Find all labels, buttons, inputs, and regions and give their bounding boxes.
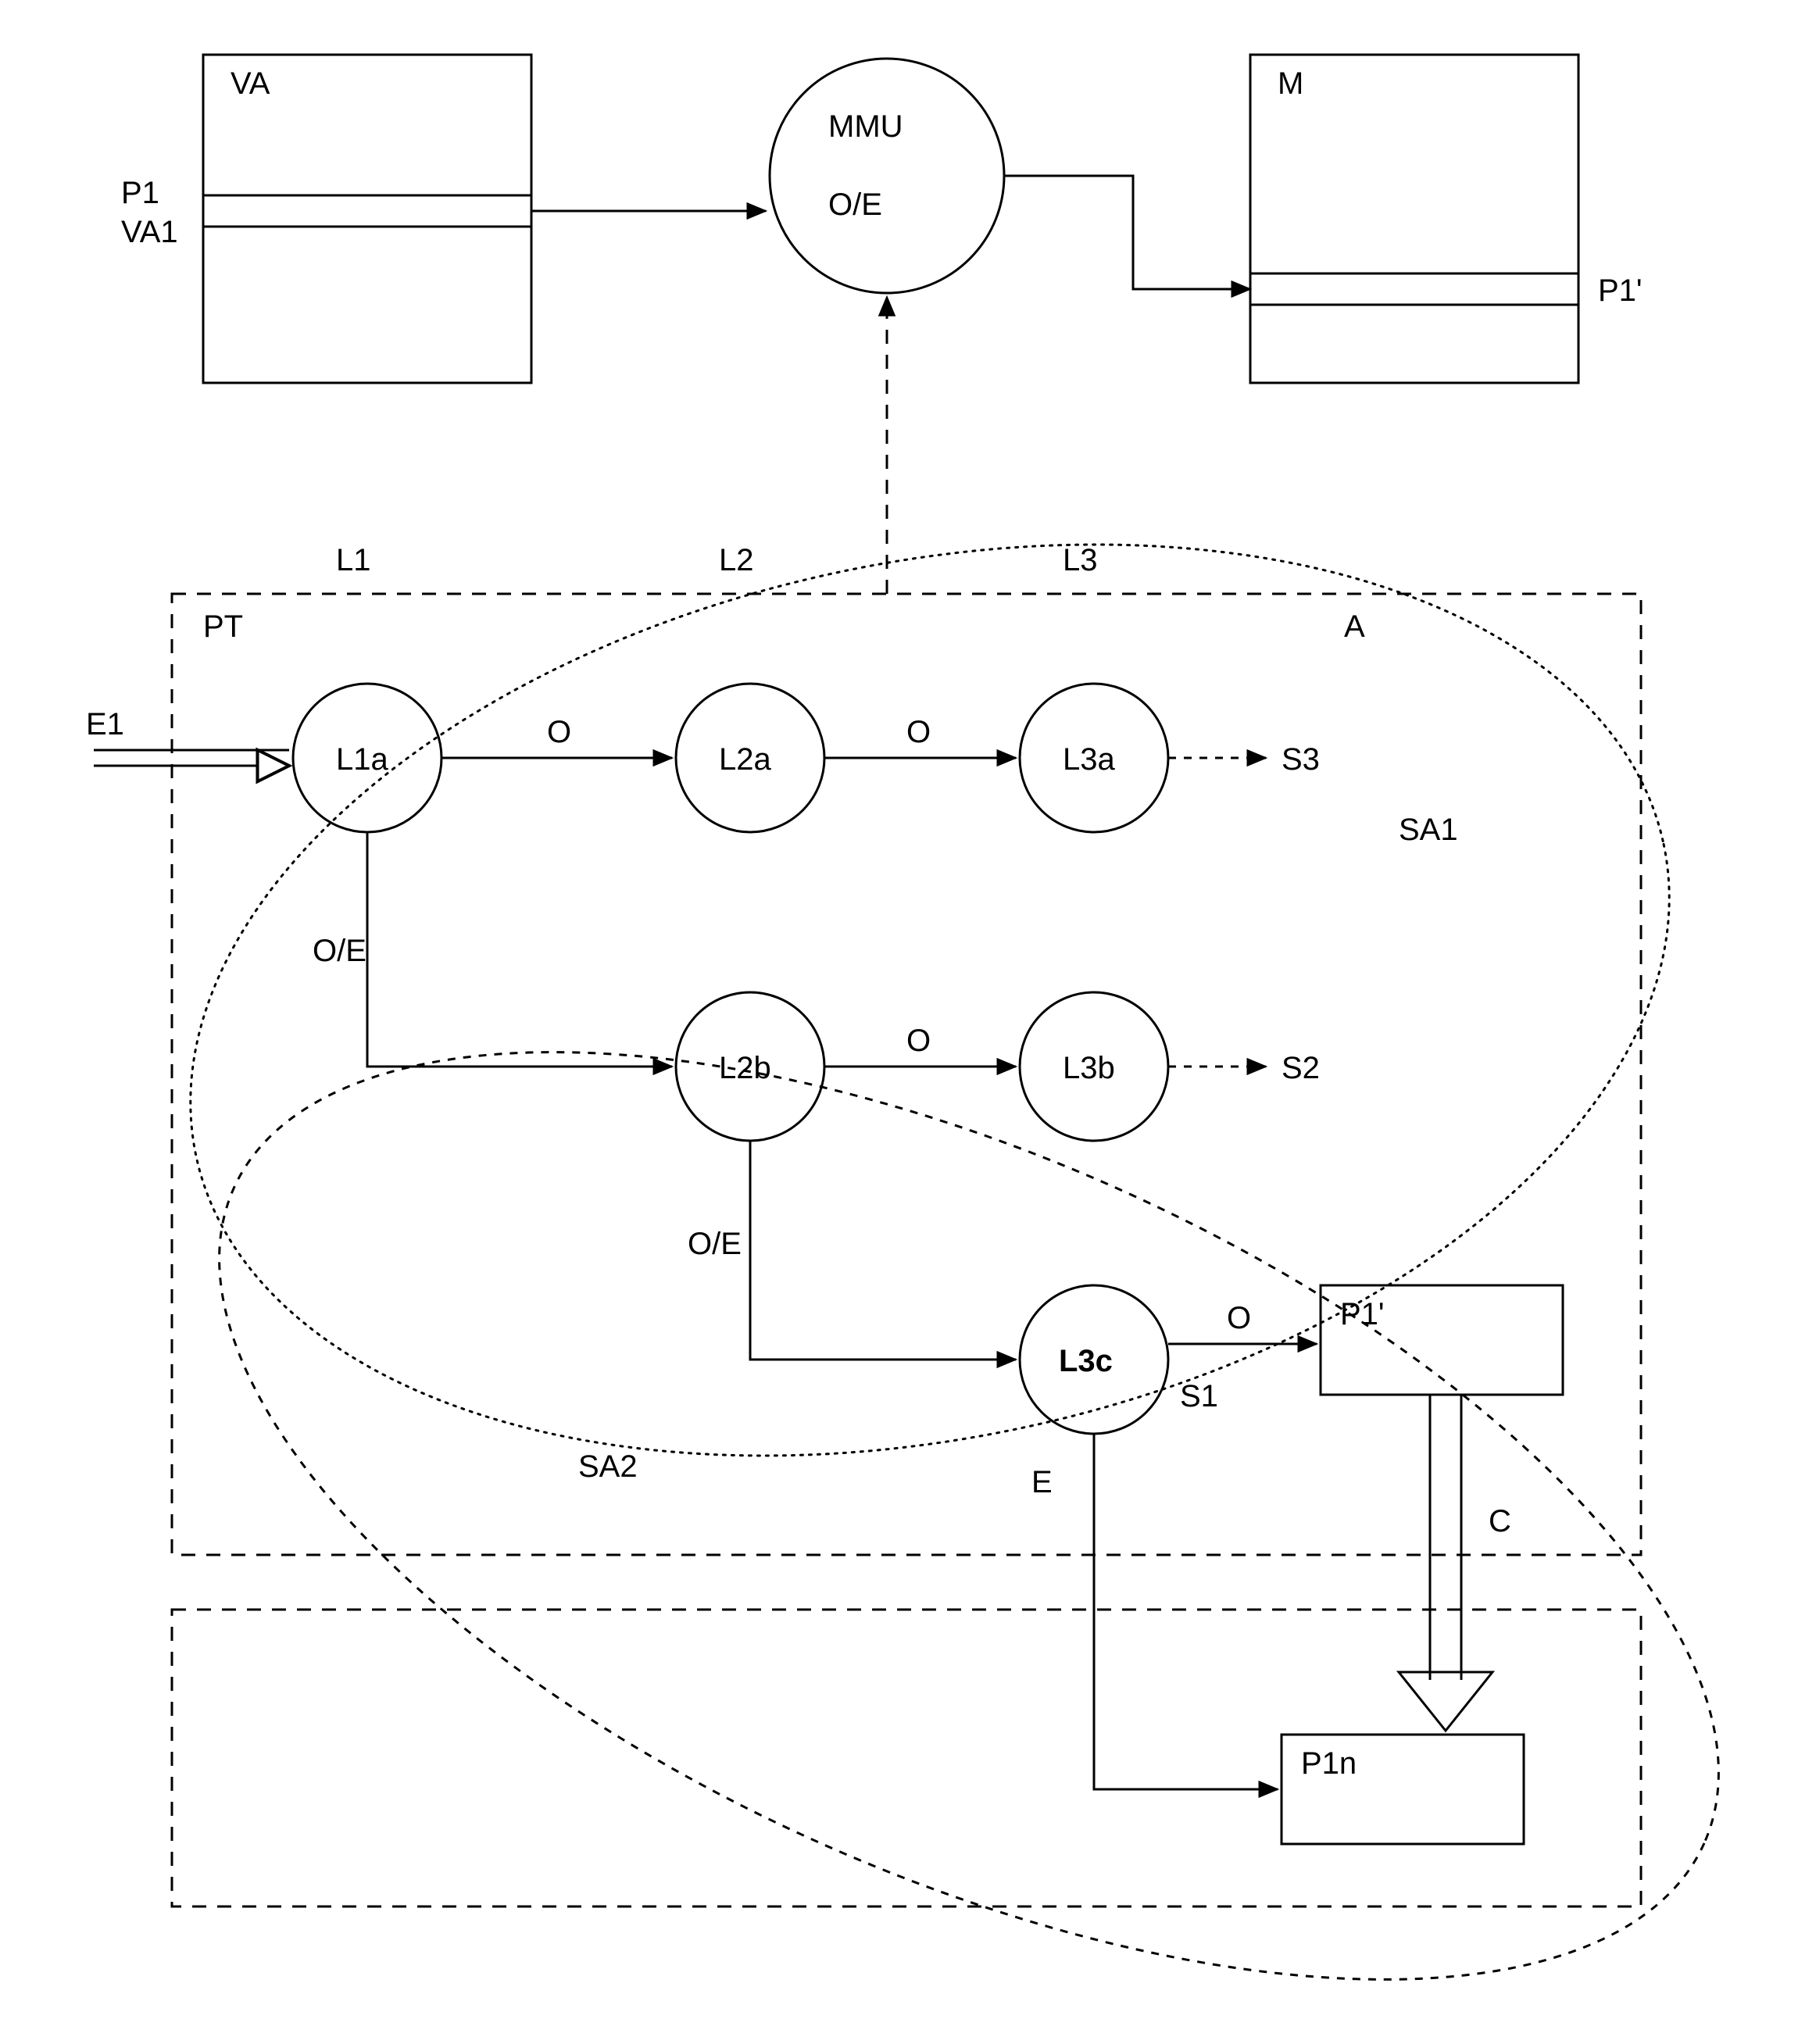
l1-col-label: L1 [336,543,371,577]
edge-l1a-l2b-label: O/E [313,934,366,968]
p1-label: P1 [121,176,159,210]
m-block: M P1' [1250,55,1643,383]
l3b-label: L3b [1063,1051,1115,1085]
p1n-label: P1n [1301,1746,1357,1781]
sa1-label: SA1 [1399,813,1458,847]
edge-l1a-l2b [367,832,672,1067]
l2a-label: L2a [719,742,771,777]
edge-l3c-p1p-label: O [1227,1301,1251,1335]
c-label: C [1489,1504,1511,1538]
mmu-label: MMU [828,109,903,144]
e1-entry: E1 [86,707,289,766]
m-label: M [1278,66,1303,101]
p1prime-label-top: P1' [1598,273,1643,308]
e-down-label: E [1031,1465,1053,1499]
va-label: VA [231,66,270,101]
e1-label: E1 [86,707,124,741]
edge-l2a-l3a-label: O [906,715,931,749]
edge-p1p-p1n: C [1399,1395,1511,1731]
va1-label: VA1 [121,215,178,249]
l2b-label: L2b [719,1051,771,1085]
s2-label: S2 [1282,1051,1320,1085]
mmu-node: MMU O/E [770,59,1004,293]
pt-label: PT [203,609,243,644]
edge-l2b-l3c-label: O/E [688,1227,742,1261]
sa2-ellipse [88,860,1816,2044]
edge-mmu-m [1004,176,1250,289]
s3-label: S3 [1282,742,1320,777]
l3a-label: L3a [1063,742,1115,777]
s1-label: S1 [1180,1379,1218,1413]
edge-l2b-l3c [750,1141,1016,1360]
bottom-box [172,1610,1641,1906]
sa1-ellipse [105,416,1755,1585]
mmu-oe-label: O/E [828,188,882,222]
diagram-canvas: VA P1 VA1 MMU O/E M P1' L1 L2 L3 PT A L1… [0,0,1816,2044]
a-label: A [1344,609,1365,644]
l3c-label: L3c [1059,1344,1113,1378]
va-block: VA P1 VA1 [121,55,531,383]
p1prime-label: P1' [1340,1297,1385,1331]
edge-l1a-l2a-label: O [547,715,571,749]
l3-col-label: L3 [1063,543,1098,577]
edge-l2b-l3b-label: O [906,1024,931,1058]
l2-col-label: L2 [719,543,754,577]
edge-l3c-p1n [1094,1434,1278,1789]
l1a-label: L1a [336,742,388,777]
sa2-label: SA2 [578,1449,638,1484]
